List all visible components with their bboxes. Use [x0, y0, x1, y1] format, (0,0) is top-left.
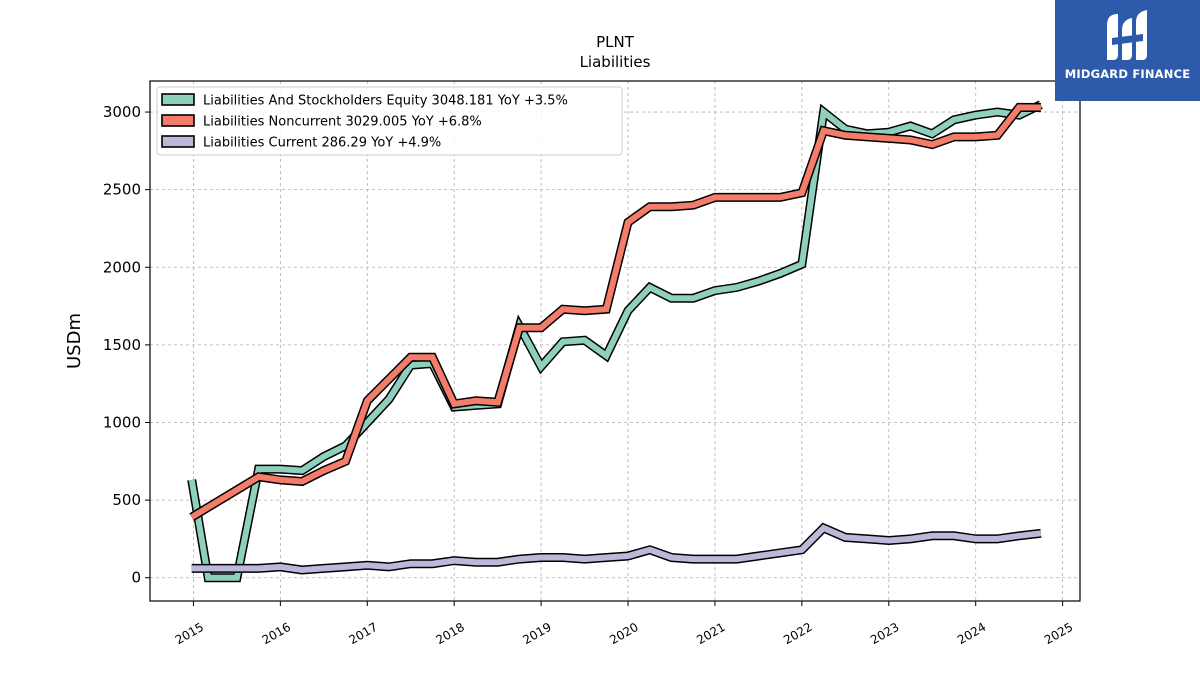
x-tick-label: 2019	[520, 620, 553, 647]
brand-logo: MIDGARD FINANCE	[1055, 0, 1200, 101]
series-stroke	[190, 104, 1041, 520]
series-line-1	[187, 100, 1043, 583]
y-axis-label: USDm	[64, 313, 85, 369]
y-tick-label: 2000	[103, 258, 141, 276]
x-tick-label: 2021	[694, 620, 727, 647]
legend: Liabilities And Stockholders Equity 3048…	[156, 86, 623, 156]
chart-subtitle: Liabilities	[580, 53, 651, 71]
legend-swatch	[161, 135, 195, 148]
legend-swatch	[161, 93, 195, 106]
x-tick-label: 2023	[868, 620, 901, 647]
legend-label: Liabilities Noncurrent 3029.005 YoY +6.8…	[203, 115, 482, 130]
x-tick-label: 2016	[260, 620, 293, 647]
plot-frame	[149, 80, 1081, 602]
legend-label: Liabilities Current 286.29 YoY +4.9%	[203, 136, 441, 151]
brand-name: MIDGARD FINANCE	[1064, 67, 1191, 81]
y-tick-label: 500	[112, 491, 141, 509]
legend-label: Liabilities And Stockholders Equity 3048…	[203, 94, 568, 109]
x-tick-label: 2020	[607, 620, 640, 647]
x-tick-label: 2025	[1042, 620, 1075, 647]
x-tick-label: 2017	[347, 620, 380, 647]
series-outline	[191, 522, 1042, 575]
series-stroke	[191, 524, 1042, 574]
x-tick-label: 2022	[781, 620, 814, 647]
y-tick-label: 1500	[103, 336, 141, 354]
x-tick-label: 2024	[955, 620, 988, 647]
legend-swatch	[161, 114, 195, 127]
x-tick-label: 2015	[173, 620, 206, 647]
series-stroke	[188, 101, 1043, 581]
y-tick-label: 1000	[103, 413, 141, 431]
series-line-3	[191, 522, 1042, 575]
midgard-logo-icon	[1107, 10, 1147, 60]
y-tick-label: 0	[131, 569, 141, 587]
chart-title: PLNT	[596, 33, 635, 51]
series-line-2	[189, 102, 1041, 522]
legend-box	[156, 86, 623, 156]
x-tick-label: 2018	[433, 620, 466, 647]
y-tick-label: 3000	[103, 103, 141, 121]
y-tick-label: 2500	[103, 181, 141, 199]
